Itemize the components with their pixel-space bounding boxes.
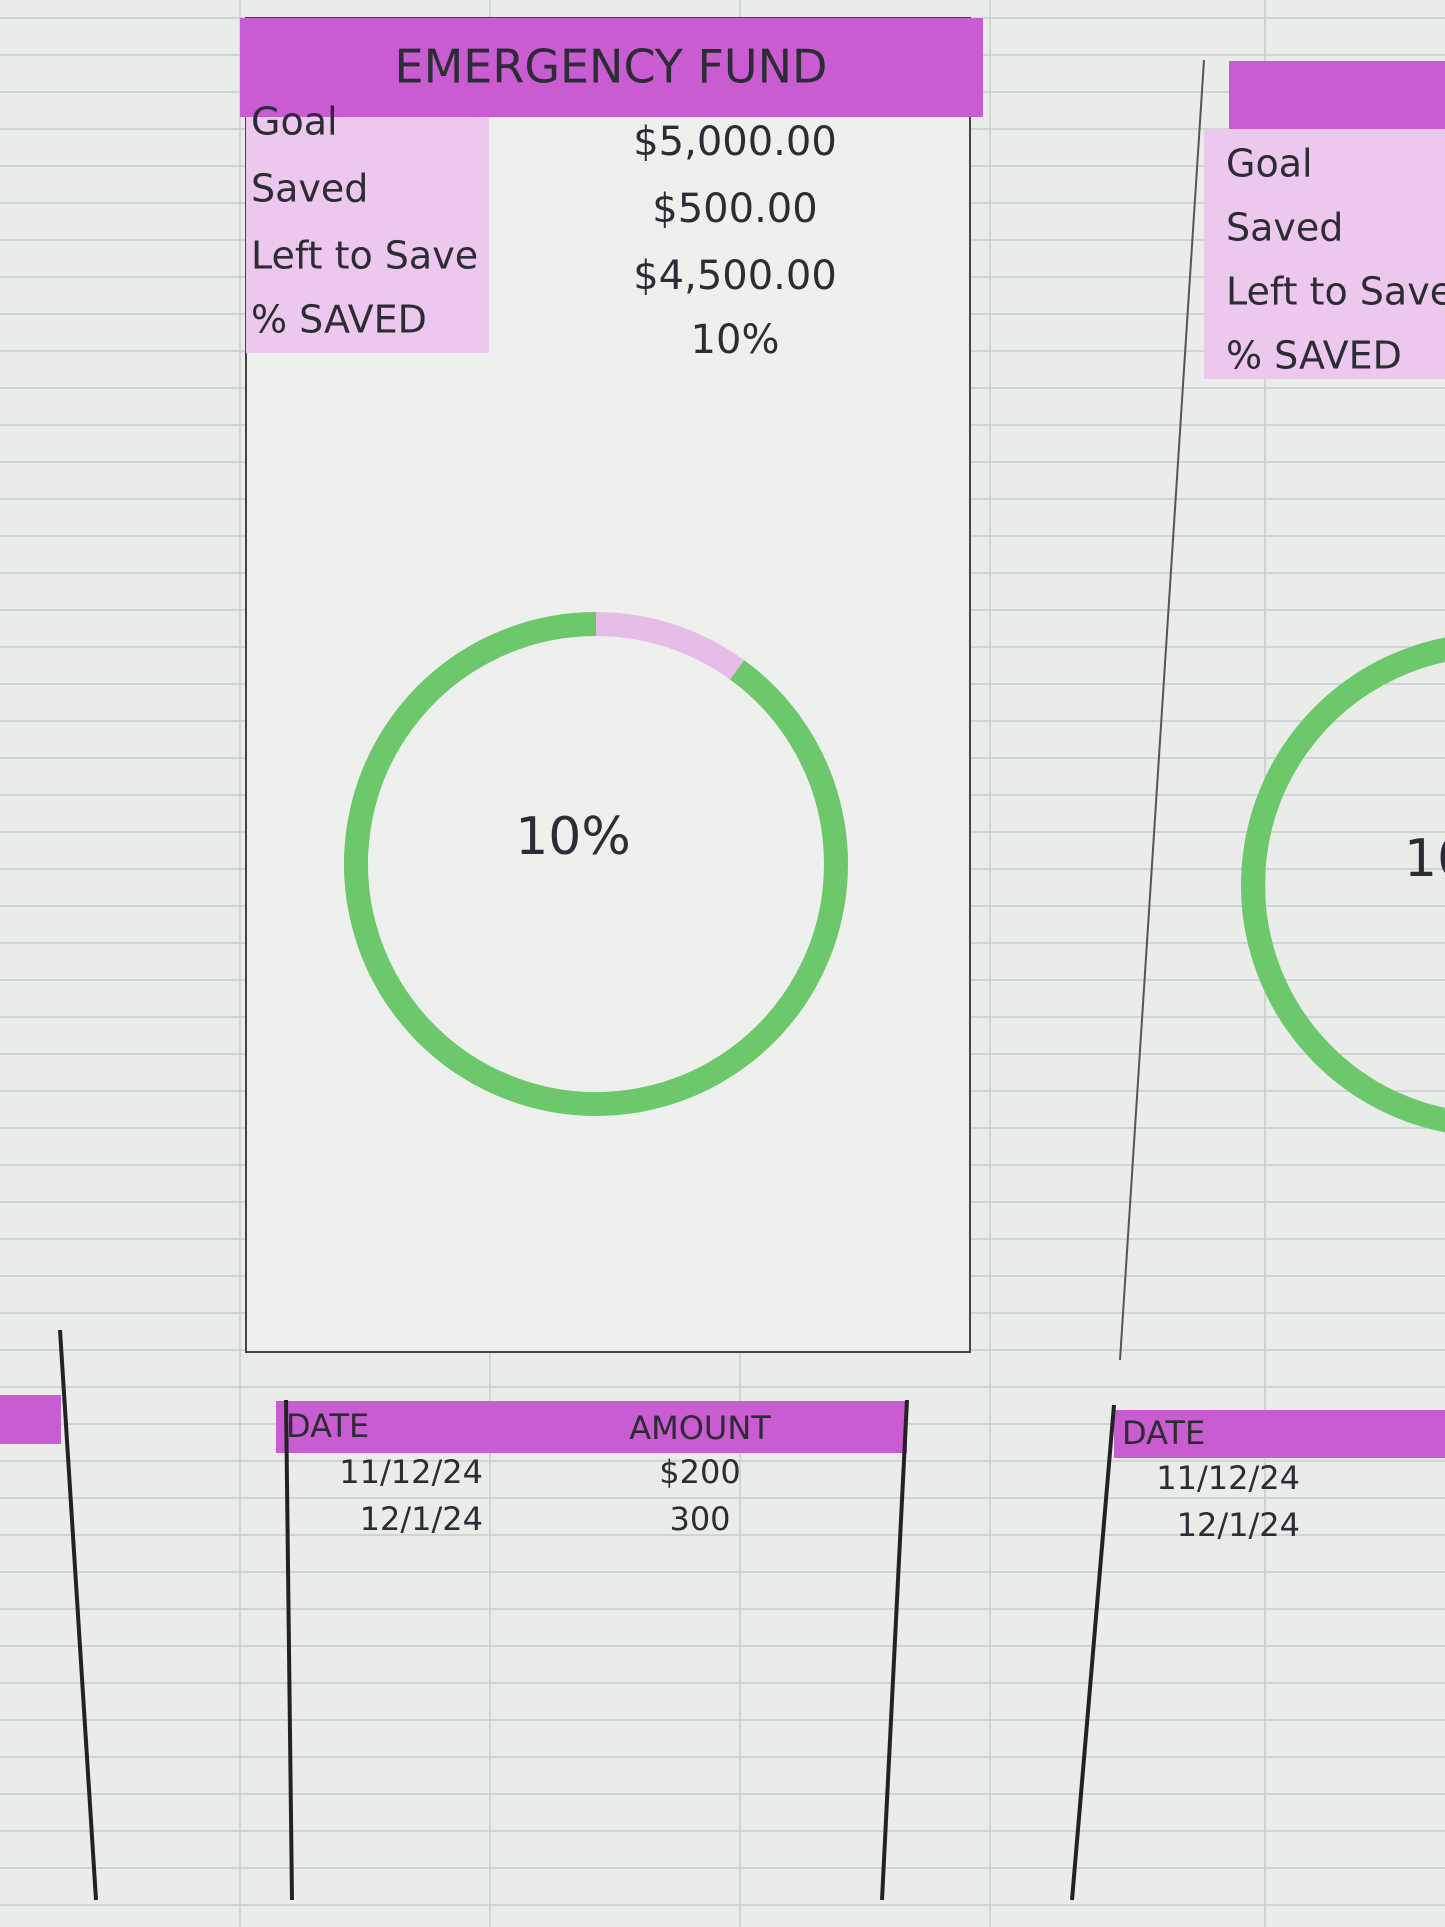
border: [880, 1399, 909, 1901]
donut-segment: [595, 612, 745, 680]
log-date: 12/1/24: [1177, 1506, 1300, 1544]
donut-center-label: 10%: [515, 807, 631, 867]
log-rows: 11/12/24 12/1/24: [1156, 1459, 1300, 1544]
donut-chart: [1241, 637, 1445, 1133]
donut-center-label: 10%: [1404, 829, 1445, 889]
border: [58, 1329, 98, 1901]
label-column: [1204, 129, 1445, 379]
column-header: AMOUNT: [629, 1409, 771, 1447]
header-bar: [1114, 1410, 1445, 1458]
header-bar: [0, 1395, 61, 1444]
title-bar: [1229, 61, 1445, 129]
row-value: 10%: [691, 317, 780, 363]
row-label: Left to Save: [251, 234, 478, 278]
header-bar: [276, 1401, 907, 1453]
log-date: 12/1/24: [360, 1500, 483, 1538]
donut-segment: [344, 612, 848, 1116]
row-label: Left to Save: [1226, 270, 1445, 314]
row-value: $4,500.00: [633, 253, 837, 299]
row-label: % SAVED: [251, 298, 427, 342]
row-value: $500.00: [652, 186, 817, 232]
row-value: $5,000.00: [633, 119, 837, 165]
log-date: 11/12/24: [1156, 1459, 1300, 1497]
row-label: % SAVED: [1226, 334, 1402, 378]
label-column: [246, 117, 489, 353]
summary-rows: Goal Saved Left to Save % SAVED: [1226, 142, 1445, 378]
log-date: 11/12/24: [339, 1453, 483, 1491]
log-rows: 11/12/24 $200 12/1/24 300: [339, 1453, 740, 1538]
border: [284, 1399, 294, 1901]
donut-segment: [1241, 637, 1445, 1133]
column-header: DATE: [286, 1407, 369, 1445]
log-amount: 300: [669, 1500, 730, 1538]
row-label: Goal: [1226, 142, 1313, 186]
row-label: Goal: [251, 100, 338, 144]
donut-chart: [344, 612, 848, 1116]
row-label: Saved: [251, 167, 368, 211]
title-bar: [240, 18, 983, 117]
panel-title: EMERGENCY FUND: [395, 40, 828, 94]
column-header: DATE: [1122, 1414, 1205, 1452]
border: [1119, 59, 1205, 1361]
log-amount: $200: [659, 1453, 740, 1491]
border: [1070, 1404, 1116, 1901]
summary-rows: Goal $5,000.00 Saved $500.00 Left to Save $4,…: [251, 100, 837, 364]
row-label: Saved: [1226, 206, 1343, 250]
